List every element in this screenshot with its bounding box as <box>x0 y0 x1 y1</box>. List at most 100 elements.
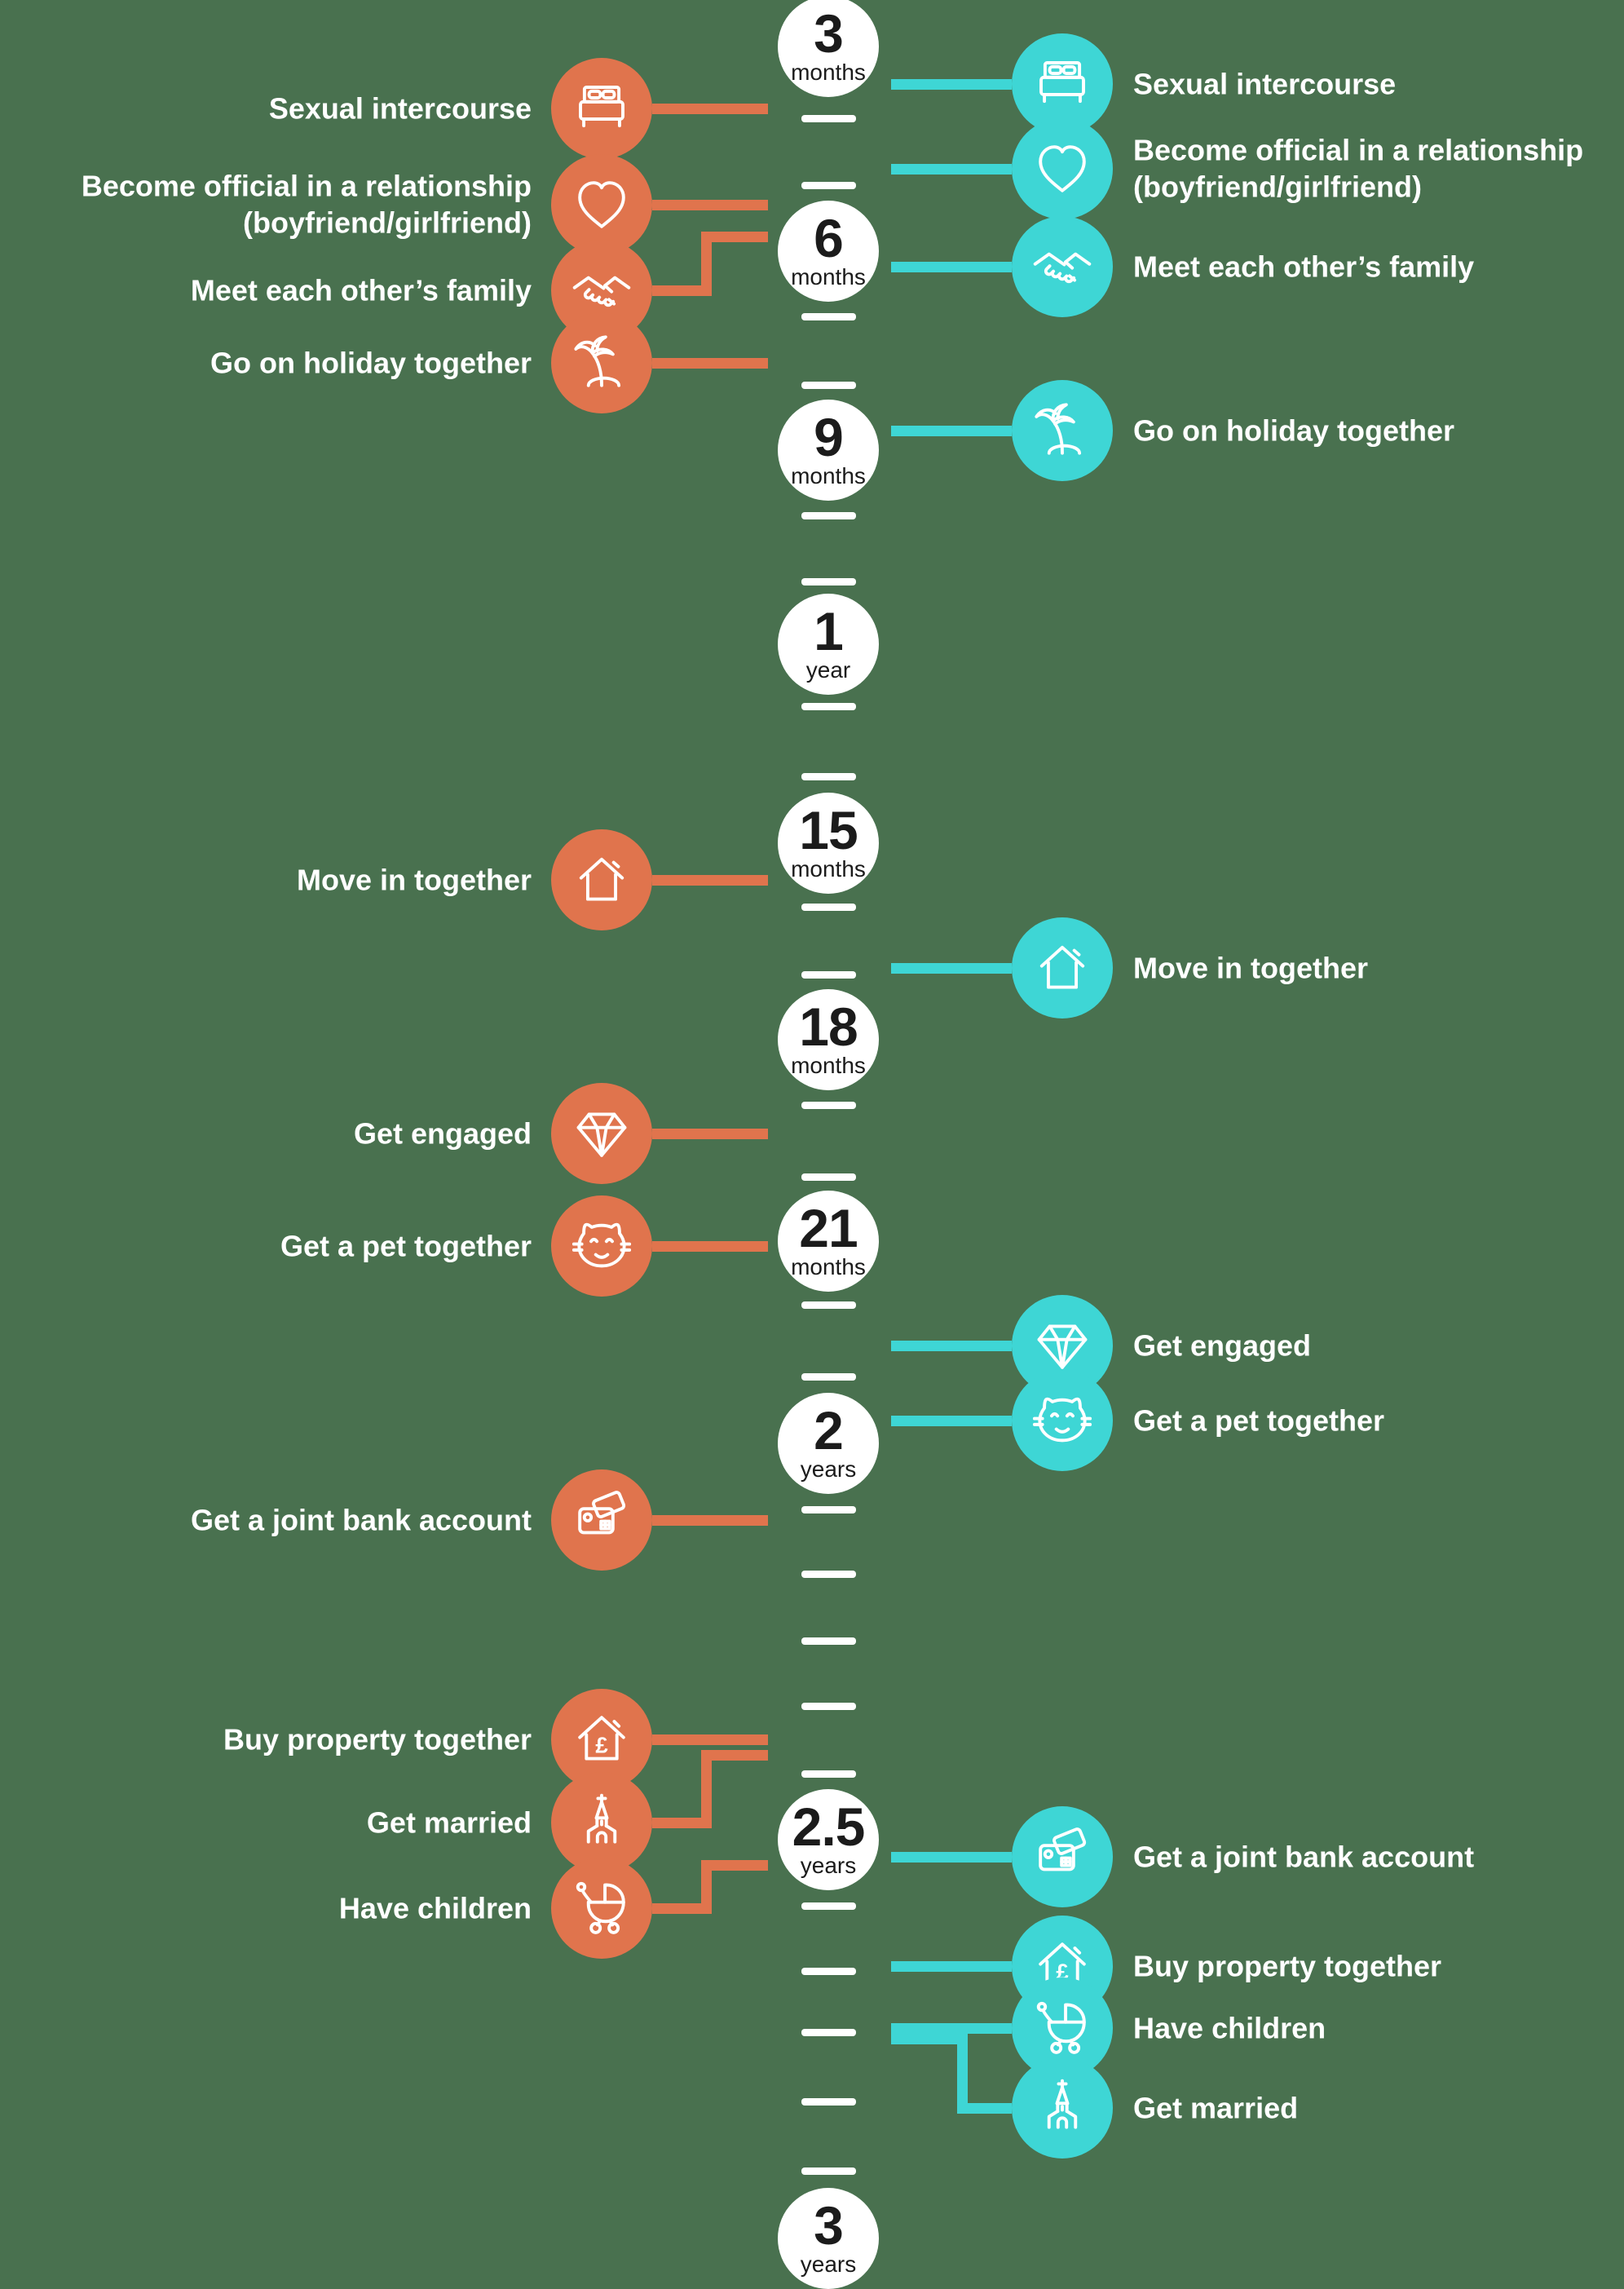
palm-icon <box>570 331 633 395</box>
heart-icon <box>570 173 633 236</box>
time-marker: 21 months <box>778 1191 879 1292</box>
milestone-label: Sexual intercourse <box>1133 65 1396 102</box>
milestone-label-line: Get a pet together <box>280 1229 532 1263</box>
timeline-tick <box>801 1301 856 1309</box>
time-marker-value: 21 <box>799 1198 858 1259</box>
connector-line <box>891 425 1012 436</box>
milestone-icon-circle <box>1012 1370 1113 1471</box>
timeline-tick <box>801 577 856 586</box>
connector-line <box>652 103 768 114</box>
cat-icon <box>570 1214 633 1278</box>
milestone-icon-circle <box>551 58 652 159</box>
connector-line <box>891 1851 1012 1863</box>
milestone-label-line: Become official in a relationship <box>81 169 532 203</box>
time-marker-unit: months <box>791 1254 866 1280</box>
milestone-label: Get a joint bank account <box>1133 1838 1474 1875</box>
connector-line <box>891 1340 1012 1351</box>
connector-line <box>891 163 1012 175</box>
house-pound-icon <box>570 1708 633 1771</box>
connector-line <box>652 285 712 296</box>
milestone-label: Get a pet together <box>280 1227 532 1264</box>
connector-elbow <box>700 231 712 296</box>
milestone-label-line: Get a joint bank account <box>190 1503 532 1537</box>
timeline-tick <box>801 2167 856 2175</box>
connector-line <box>700 231 768 242</box>
timeline-tick <box>801 1637 856 1645</box>
time-marker-value: 2 <box>814 1400 844 1461</box>
diamond-icon <box>570 1102 633 1165</box>
time-marker-value: 18 <box>799 996 858 1058</box>
milestone-label-line: Sexual intercourse <box>1133 67 1397 101</box>
timeline-tick <box>801 312 856 320</box>
milestone-icon-circle <box>551 829 652 930</box>
milestone-label-line: Get married <box>1133 2091 1299 2125</box>
milestone-icon-circle <box>1012 118 1113 219</box>
connector-elbow <box>956 2033 968 2114</box>
timeline-tick <box>801 1770 856 1778</box>
bed-icon <box>570 77 633 140</box>
milestone-label: Have children <box>1133 2009 1326 2046</box>
connector-line <box>652 1128 768 1139</box>
milestone-label-line: Meet each other’s family <box>1133 250 1475 284</box>
milestone-icon-circle <box>551 1772 652 1873</box>
milestone-label: Get married <box>367 1804 532 1840</box>
connector-line <box>652 199 768 210</box>
milestone-label: Go on holiday together <box>1133 412 1454 449</box>
time-marker-value: 15 <box>799 800 858 861</box>
heart-icon <box>1030 137 1094 201</box>
pram-icon <box>570 1876 633 1940</box>
time-marker-unit: months <box>791 264 866 290</box>
time-marker-unit: months <box>791 1053 866 1079</box>
connector-line <box>652 1734 768 1745</box>
connector-line <box>956 2102 1012 2114</box>
time-marker: 3 months <box>778 0 879 97</box>
milestone-label: Buy property together <box>1133 1947 1441 1984</box>
church-icon <box>570 1791 633 1854</box>
milestone-icon-circle <box>551 1858 652 1959</box>
connector-line <box>652 1817 712 1828</box>
connector-line <box>891 261 1012 272</box>
time-marker: 2 years <box>778 1393 879 1494</box>
house-icon <box>1030 936 1094 1000</box>
milestone-label-line: Buy property together <box>223 1722 532 1757</box>
connector-line <box>652 1902 712 1914</box>
time-marker: 1 year <box>778 594 879 695</box>
connector-line <box>652 874 768 886</box>
pram-icon <box>1030 1996 1094 2060</box>
milestone-label-line: (boyfriend/girlfriend) <box>1133 170 1422 204</box>
milestone-label-line: Get engaged <box>1133 1328 1312 1363</box>
time-marker: 6 months <box>778 201 879 302</box>
wallet-icon <box>1030 1825 1094 1889</box>
time-marker-value: 1 <box>814 601 844 662</box>
milestone-label: Get a joint bank account <box>191 1501 532 1538</box>
time-marker-value: 9 <box>814 407 844 468</box>
diamond-icon <box>1030 1314 1094 1377</box>
milestone-label-line: Get a pet together <box>1133 1403 1385 1438</box>
milestone-label: Get married <box>1133 2089 1298 2126</box>
milestone-label-line: Become official in a relationship <box>1133 133 1584 167</box>
milestone-label: Buy property together <box>223 1721 532 1757</box>
milestone-icon-circle <box>1012 2057 1113 2159</box>
wallet-icon <box>570 1488 633 1552</box>
milestone-label: Meet each other’s family <box>191 272 532 308</box>
milestone-label-line: Sexual intercourse <box>268 91 532 126</box>
milestone-label: Get a pet together <box>1133 1402 1384 1438</box>
connector-line <box>700 1749 768 1761</box>
connector-line <box>652 357 768 369</box>
handshake-icon <box>1030 235 1094 298</box>
timeline-tick <box>801 381 856 389</box>
time-marker-unit: year <box>805 657 851 683</box>
connector-elbow <box>700 1859 712 1914</box>
connector-line <box>891 78 1012 90</box>
connector-line <box>652 1514 768 1526</box>
milestone-icon-circle <box>551 1083 652 1184</box>
milestone-label: Get engaged <box>354 1115 532 1151</box>
milestone-icon-circle <box>1012 1806 1113 1907</box>
milestone-label: Get engaged <box>1133 1327 1311 1363</box>
timeline-tick <box>801 970 856 979</box>
connector-line <box>891 1415 1012 1426</box>
milestone-icon-circle <box>551 1469 652 1571</box>
timeline-tick <box>801 1101 856 1109</box>
milestone-icon-circle <box>551 1195 652 1297</box>
